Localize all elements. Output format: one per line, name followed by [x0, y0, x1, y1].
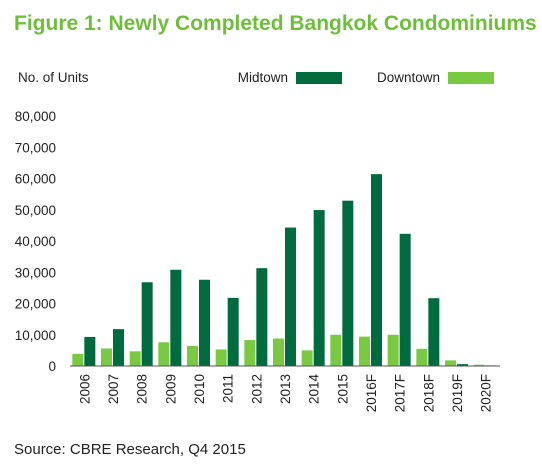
- y-tick-label: 0: [48, 359, 56, 374]
- legend-swatch: [296, 72, 342, 84]
- downtown-bar: [387, 334, 399, 366]
- midtown-bar: [199, 279, 210, 366]
- downtown-bar: [158, 342, 170, 366]
- midtown-bar: [371, 174, 382, 366]
- y-tick-label: 30,000: [15, 265, 56, 280]
- midtown-bar: [84, 336, 96, 366]
- x-tick-label: 2017F: [393, 374, 408, 412]
- downtown-bar: [416, 348, 428, 366]
- legend-label: Downtown: [377, 70, 440, 85]
- y-tick-label: 20,000: [15, 297, 56, 312]
- x-tick-label: 2009: [163, 374, 178, 404]
- y-tick-label: 40,000: [15, 234, 56, 249]
- legend-label: Midtown: [238, 70, 288, 85]
- x-axis-ticks: 2006 2007 2008 2009 2010 2011 2012 2013 2014 2015…: [77, 374, 493, 413]
- x-tick-label: 2011: [221, 374, 236, 403]
- midtown-bar: [313, 210, 325, 366]
- downtown-bar: [187, 346, 198, 366]
- downtown-bar: [445, 360, 456, 366]
- y-tick-label: 80,000: [15, 109, 56, 124]
- downtown-bar: [273, 338, 284, 366]
- legend-swatch: [448, 72, 494, 84]
- y-axis-label: No. of Units: [18, 70, 89, 85]
- x-tick-label: 2012: [249, 374, 264, 404]
- y-tick-label: 60,000: [15, 172, 56, 187]
- downtown-bar: [129, 351, 141, 366]
- midtown-bar: [342, 200, 354, 366]
- midtown-bar: [113, 329, 124, 366]
- downtown-bar: [101, 348, 112, 366]
- y-tick-label: 50,000: [15, 203, 56, 218]
- downtown-bar: [330, 334, 342, 366]
- y-tick-label: 70,000: [15, 140, 56, 155]
- y-axis-ticks: 0 10,000 20,000 30,000 40,000 50,000 60,000 70,…: [15, 109, 56, 374]
- downtown-bar: [359, 336, 370, 366]
- x-tick-label: 2020F: [479, 374, 494, 412]
- source-note: Source: CBRE Research, Q4 2015: [14, 441, 246, 458]
- downtown-bar: [301, 350, 313, 366]
- midtown-bar: [428, 298, 440, 366]
- midtown-bar: [457, 364, 468, 366]
- downtown-bar: [215, 349, 227, 366]
- x-tick-label: 2006: [77, 374, 92, 404]
- downtown-bar: [72, 353, 84, 366]
- x-tick-label: 2007: [106, 374, 121, 404]
- chart-title: Figure 1: Newly Completed Bangkok Condom…: [14, 12, 537, 35]
- x-tick-label: 2019F: [450, 374, 465, 412]
- midtown-bar: [170, 269, 182, 366]
- midtown-bar: [285, 227, 296, 366]
- x-tick-label: 2014: [307, 374, 322, 405]
- downtown-bar: [244, 340, 256, 366]
- midtown-bar: [141, 282, 153, 366]
- legend: Midtown Downtown: [238, 70, 494, 85]
- x-tick-label: 2016F: [364, 374, 379, 412]
- y-tick-label: 10,000: [15, 328, 56, 343]
- downtown-bar: [473, 364, 485, 366]
- x-tick-label: 2008: [135, 374, 150, 404]
- x-tick-label: 2013: [278, 374, 293, 404]
- x-tick-label: 2015: [335, 374, 350, 404]
- x-tick-label: 2018F: [421, 374, 436, 412]
- midtown-bar: [227, 297, 239, 366]
- midtown-bar: [399, 233, 411, 366]
- bars: [72, 174, 497, 366]
- x-tick-label: 2010: [192, 374, 207, 404]
- midtown-bar: [256, 268, 268, 366]
